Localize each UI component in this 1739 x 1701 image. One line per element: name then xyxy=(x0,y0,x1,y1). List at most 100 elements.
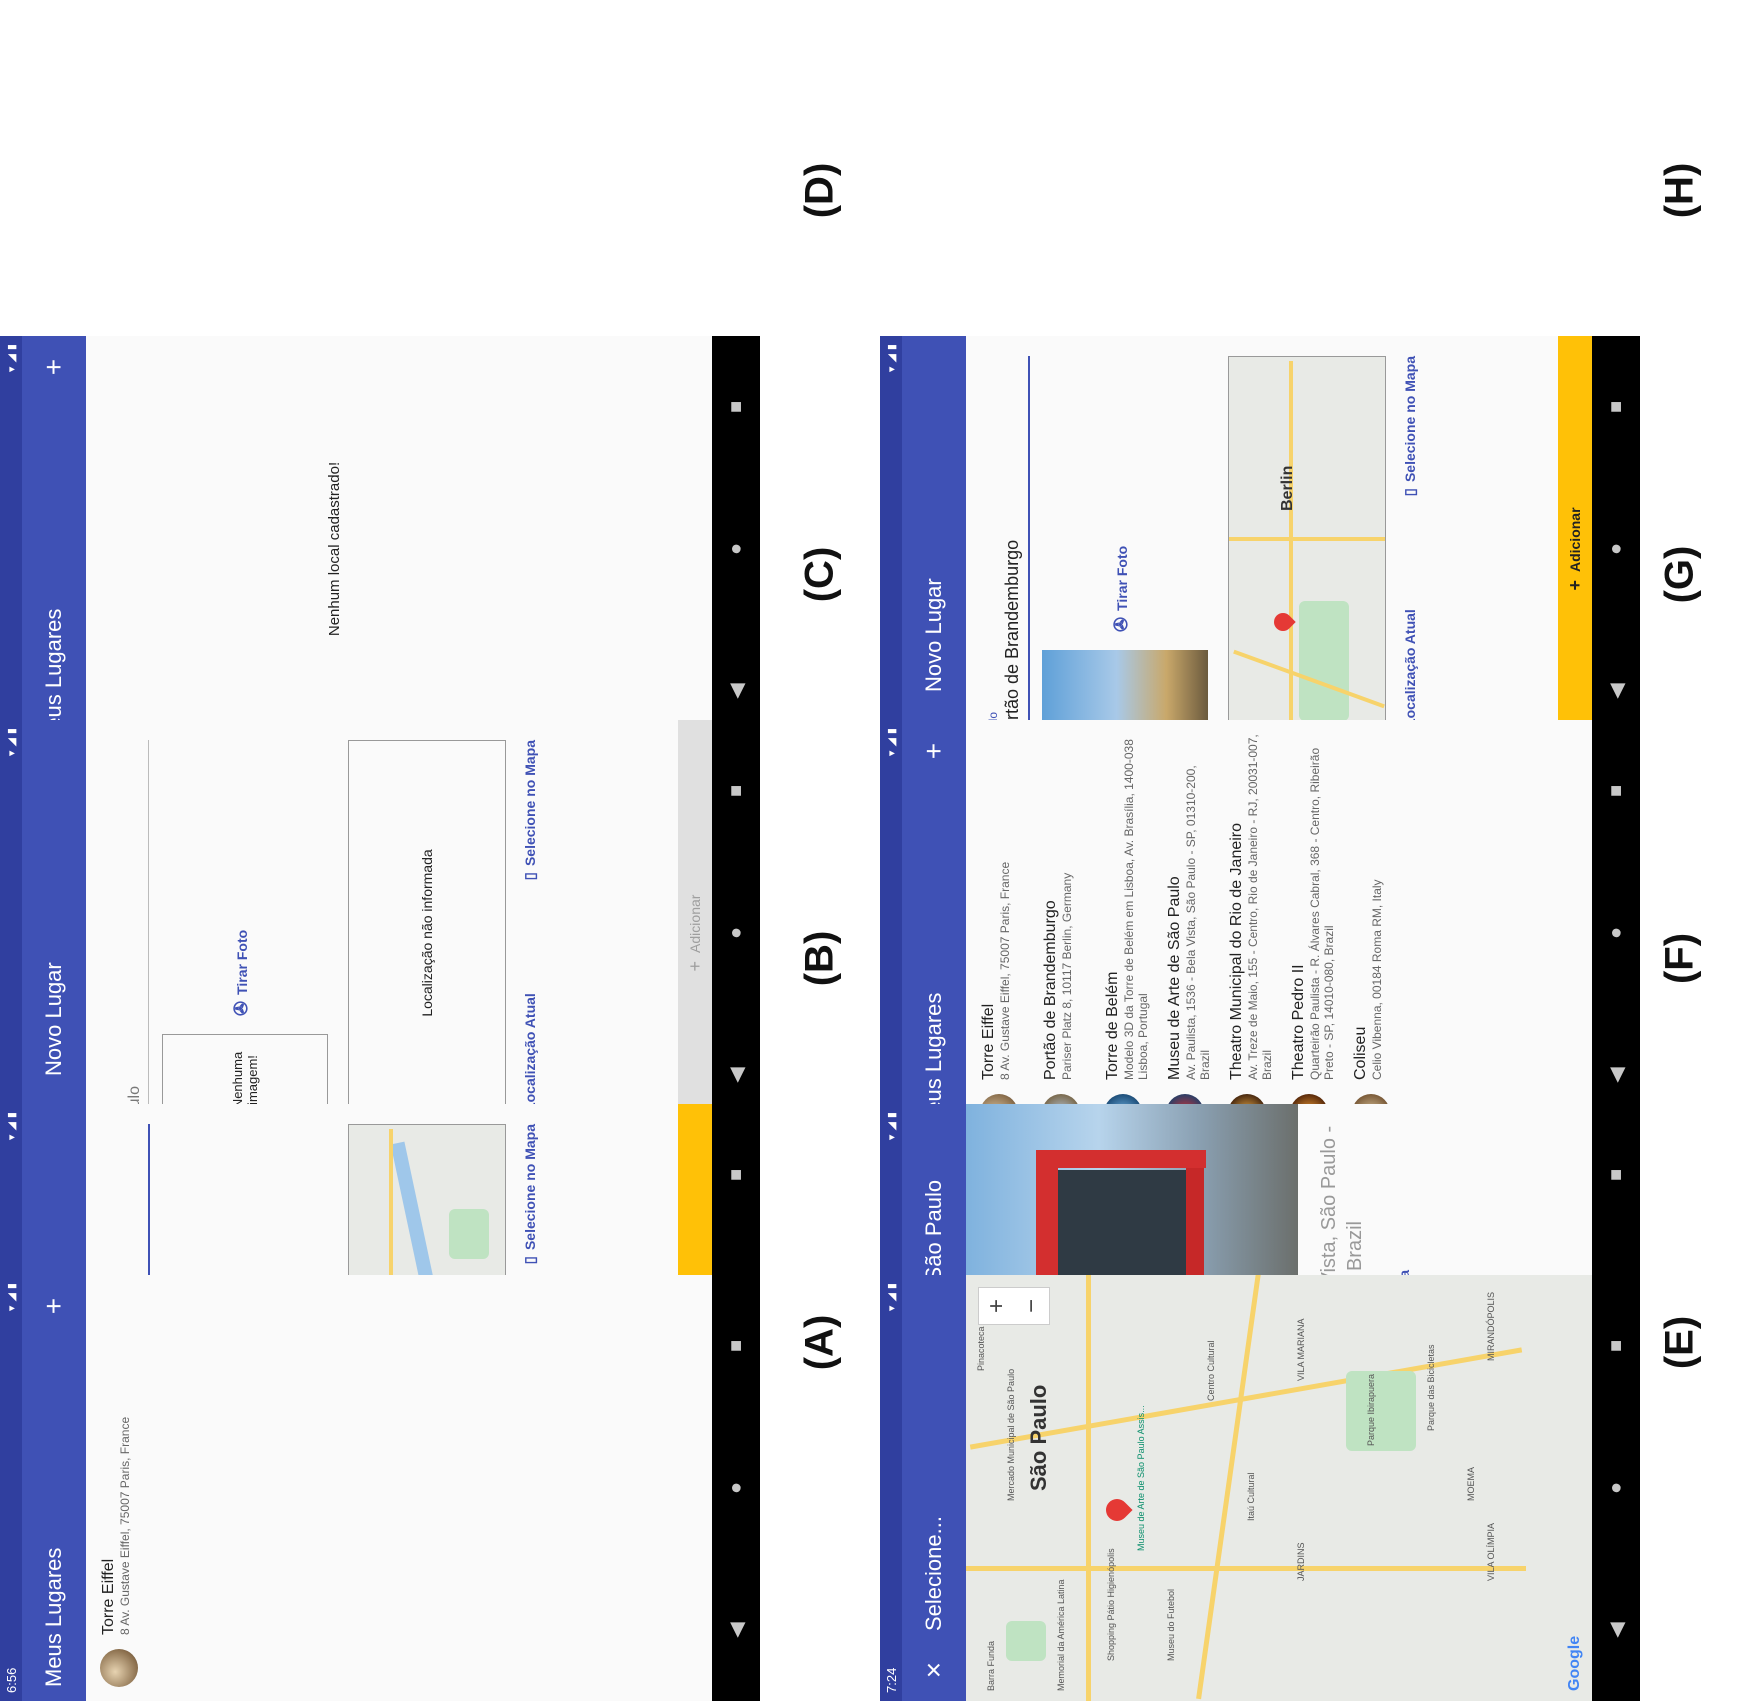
nav-home-icon[interactable]: ● xyxy=(1604,1481,1627,1495)
screen-e: 7:01 ▾ ◢ ▮ ← Novo Lugar Título Portão de… xyxy=(880,336,1640,762)
close-icon[interactable]: × xyxy=(918,1661,949,1679)
select-on-map-button[interactable]: ▯ Selecione no Mapa xyxy=(521,1124,539,1264)
current-location-label: Localização Atual xyxy=(522,993,538,1111)
nav-recent-icon[interactable]: ■ xyxy=(724,1168,747,1182)
map-place-label: Parque das Bicicletas xyxy=(1426,1344,1436,1431)
list-item[interactable]: Torre Eiffel 8 Av. Gustave Eiffel, 75007… xyxy=(980,720,1018,1146)
app-bar: ← Novo Lugar xyxy=(22,720,86,1146)
screen-b: 6:46 ▾ ◢ ▮ ← Novo Lugar Título Nenhuma i… xyxy=(0,720,760,1146)
zoom-in-button[interactable]: + xyxy=(982,1299,1010,1314)
nav-recent-icon[interactable]: ■ xyxy=(1604,400,1627,414)
map-view[interactable]: São Paulo Museu de Arte de São Paulo Ass… xyxy=(966,1275,1592,1701)
nav-recent-icon[interactable]: ■ xyxy=(724,400,747,414)
google-logo: Google xyxy=(1566,1635,1583,1691)
zoom-out-button[interactable]: − xyxy=(1017,1299,1045,1314)
select-on-map-button[interactable]: ▯ Selecione no Mapa xyxy=(521,740,539,880)
nav-bar: ◀ ● ■ xyxy=(712,336,760,762)
map-place-label: Mercado Municipal de São Paulo xyxy=(1006,1368,1016,1501)
battery-icon: ▮ xyxy=(5,1283,18,1290)
map-city-label: São Paulo xyxy=(1026,1384,1051,1491)
nav-recent-icon[interactable]: ■ xyxy=(724,1339,747,1353)
add-icon[interactable]: + xyxy=(38,1297,69,1315)
list-item[interactable]: Torre Eiffel 8 Av. Gustave Eiffel, 75007… xyxy=(100,1275,138,1701)
plus-icon: + xyxy=(1564,580,1585,591)
wifi-icon: ▾ xyxy=(5,366,18,373)
nav-recent-icon[interactable]: ■ xyxy=(1604,1339,1627,1353)
map-place-label: Parque Ibirapuera xyxy=(1366,1373,1376,1446)
select-on-map-label: Selecione no Mapa xyxy=(1402,356,1418,483)
panel-label-c: (C) xyxy=(797,546,842,603)
status-bar: 7:24 ▾ ◢ ▮ xyxy=(880,720,902,1146)
panel-label-a: (A) xyxy=(797,1314,842,1371)
status-bar: 7:24 ▾ ◢ ▮ xyxy=(880,1275,902,1701)
signal-icon: ◢ xyxy=(5,1122,18,1131)
nav-recent-icon[interactable]: ■ xyxy=(1604,784,1627,798)
nav-home-icon[interactable]: ● xyxy=(724,542,747,556)
place-title: Coliseu xyxy=(1352,1026,1369,1080)
screen-f: 7:24 ▾ ◢ ▮ Meus Lugares + Torre Eiffel 8… xyxy=(880,720,1640,1146)
select-on-map-button[interactable]: ▯ Selecione no Mapa xyxy=(1401,356,1419,496)
nav-home-icon[interactable]: ● xyxy=(724,1481,747,1495)
title-input[interactable]: Portão de Brandemburgo xyxy=(1002,539,1022,742)
list-item[interactable]: Torre de Belém Modelo 3D da Torre de Bel… xyxy=(1104,720,1150,1146)
nav-back-icon[interactable]: ◀ xyxy=(725,1622,748,1638)
wifi-icon: ▾ xyxy=(5,1134,18,1141)
location-actions: ● Localização Atual ▯ Selecione no Mapa xyxy=(521,740,540,1126)
app-bar: ← Novo Lugar xyxy=(902,336,966,762)
nav-recent-icon[interactable]: ■ xyxy=(724,784,747,798)
add-button[interactable]: + Adicionar xyxy=(1558,336,1592,762)
empty-message: Nenhum local cadastrado! xyxy=(326,461,343,637)
nav-home-icon[interactable]: ● xyxy=(1604,542,1627,556)
list-item[interactable]: Theatro Municipal do Rio de Janeiro Av. … xyxy=(1228,720,1274,1146)
place-title: Theatro Pedro II xyxy=(1290,964,1307,1080)
status-bar: 6:46 ▾ ◢ ▮ xyxy=(0,720,22,1146)
take-photo-button[interactable]: ✇ Tirar Foto xyxy=(231,930,252,1016)
nav-back-icon[interactable]: ◀ xyxy=(1605,1622,1628,1638)
wifi-icon: ▾ xyxy=(885,366,898,373)
nav-home-icon[interactable]: ● xyxy=(724,926,747,940)
map-preview: Berlin xyxy=(1228,356,1386,742)
list-item[interactable]: Theatro Pedro II Quarteirão Paulista - R… xyxy=(1290,720,1336,1146)
location-actions: ● Localização Atual ▯ Selecione no Mapa xyxy=(1401,356,1420,742)
content: Torre Eiffel 8 Av. Gustave Eiffel, 75007… xyxy=(86,1275,712,1701)
add-icon[interactable]: + xyxy=(38,358,69,376)
app-bar: × Selecione... xyxy=(902,1275,966,1701)
battery-icon: ▮ xyxy=(885,1112,898,1119)
wifi-icon: ▾ xyxy=(5,1305,18,1312)
map-place-label: JARDINS xyxy=(1296,1542,1306,1581)
place-title: Museu de Arte de São Paulo xyxy=(1166,876,1183,1080)
content: Nenhum local cadastrado! xyxy=(86,336,712,762)
place-address: Pariser Platz 8, 10117 Berlin, Germany xyxy=(1060,872,1074,1080)
map-icon: ▯ xyxy=(522,1256,539,1265)
place-title: Torre de Belém xyxy=(1104,971,1121,1081)
list-item[interactable]: Portão de Brandemburgo Pariser Platz 8, … xyxy=(1042,720,1080,1146)
nav-home-icon[interactable]: ● xyxy=(1604,926,1627,940)
status-bar: 6:56 ▾ ◢ ▮ xyxy=(0,1275,22,1701)
zoom-control: + − xyxy=(978,1287,1050,1325)
add-button[interactable]: + Adicionar xyxy=(678,720,712,1146)
nav-recent-icon[interactable]: ■ xyxy=(1604,1168,1627,1182)
map-place-label: Itaú Cultural xyxy=(1246,1472,1256,1521)
battery-icon: ▮ xyxy=(885,728,898,735)
map-icon: ▯ xyxy=(1402,488,1419,497)
list-item[interactable]: Coliseu Celio Vibenna, 00184 Roma RM, It… xyxy=(1352,720,1390,1146)
place-title: Torre Eiffel xyxy=(980,1003,997,1080)
signal-icon: ◢ xyxy=(5,1293,18,1302)
nav-back-icon[interactable]: ◀ xyxy=(1605,1067,1628,1083)
wifi-icon: ▾ xyxy=(885,750,898,757)
map-image: Berlin xyxy=(1229,357,1386,741)
nav-back-icon[interactable]: ◀ xyxy=(725,1067,748,1083)
map-place-label: Memorial da América Latina xyxy=(1056,1579,1066,1691)
place-address: Quarteirão Paulista - R. Álvares Cabral,… xyxy=(1308,747,1336,1080)
battery-icon: ▮ xyxy=(5,1112,18,1119)
place-title: Torre Eiffel xyxy=(100,1558,117,1635)
status-bar: 7:01 ▾ ◢ ▮ xyxy=(880,336,902,762)
content: Título Nenhuma imagem! ✇ Tirar Foto Loca… xyxy=(86,720,712,1146)
nav-back-icon[interactable]: ◀ xyxy=(725,683,748,699)
list-item[interactable]: Museu de Arte de São Paulo Av. Paulista,… xyxy=(1166,720,1212,1146)
nav-back-icon[interactable]: ◀ xyxy=(1605,683,1628,699)
current-location-label: Localização Atual xyxy=(1402,609,1418,727)
page-title: Novo Lugar xyxy=(921,578,946,692)
add-icon[interactable]: + xyxy=(918,742,949,760)
take-photo-button[interactable]: ✇ Tirar Foto xyxy=(1111,546,1132,632)
